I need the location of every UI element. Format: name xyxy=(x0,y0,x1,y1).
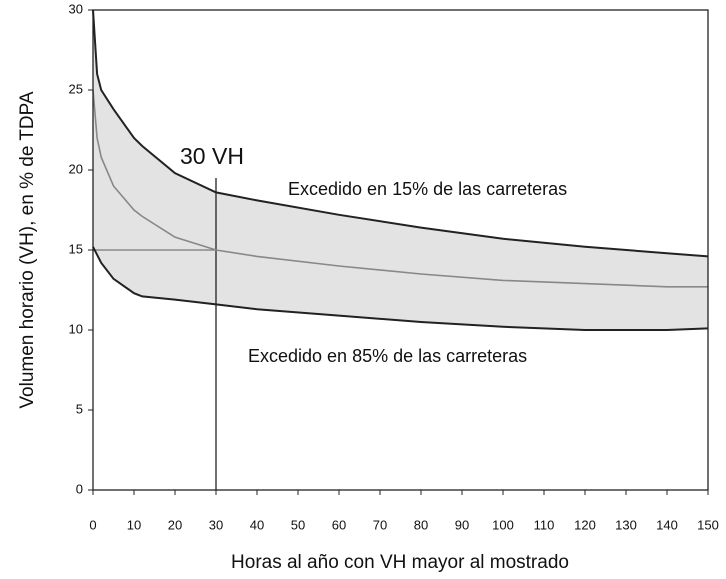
x-tick-label: 30 xyxy=(209,517,223,532)
x-tick-label: 50 xyxy=(291,517,305,532)
x-tick-label: 100 xyxy=(492,517,514,532)
series-line xyxy=(92,9,709,258)
x-tick-label: 60 xyxy=(332,517,346,532)
y-tick-label: 25 xyxy=(69,81,83,96)
x-tick-label: 40 xyxy=(250,517,264,532)
series-line xyxy=(92,89,708,288)
x-tick-label: 80 xyxy=(414,517,428,532)
x-tick-label: 120 xyxy=(574,517,596,532)
y-axis-label: Volumen horario (VH), en % de TDPA xyxy=(17,91,38,408)
x-tick-label: 70 xyxy=(373,517,387,532)
y-tick-label: 10 xyxy=(69,321,83,336)
x-tick-label: 0 xyxy=(89,517,96,532)
y-tick-label: 0 xyxy=(76,481,83,496)
series-line xyxy=(92,246,709,331)
series-label: Excedido en 15% de las carreteras xyxy=(288,179,567,199)
band xyxy=(93,10,708,330)
plot-frame xyxy=(92,9,709,491)
y-tick-label: 5 xyxy=(76,401,83,416)
y-tick-label: 30 xyxy=(69,1,83,16)
x-tick-label: 150 xyxy=(697,517,719,532)
y-tick-label: 20 xyxy=(69,161,83,176)
x-tick-label: 90 xyxy=(455,517,469,532)
x-tick-label: 20 xyxy=(168,517,182,532)
x-tick-label: 140 xyxy=(656,517,678,532)
x-tick-label: 10 xyxy=(127,517,141,532)
x-tick-label: 110 xyxy=(534,517,555,532)
annotation: 30 VH xyxy=(180,143,244,169)
series-label: Excedido en 85% de las carreteras xyxy=(248,346,527,366)
x-tick-label: 130 xyxy=(615,517,637,532)
x-axis-label: Horas al año con VH mayor al mostrado xyxy=(231,552,569,573)
y-tick-label: 15 xyxy=(69,241,83,256)
